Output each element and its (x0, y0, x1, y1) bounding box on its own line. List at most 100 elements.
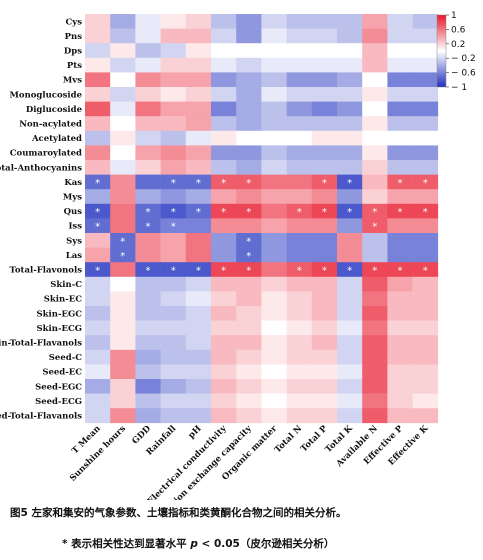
heatmap-cell (160, 101, 187, 117)
heatmap-cell (311, 203, 338, 219)
heatmap-cell (286, 130, 313, 146)
heatmap-cell (311, 28, 338, 44)
heatmap-cell (185, 87, 212, 102)
heatmap-cell (185, 57, 212, 73)
heatmap-cell (311, 291, 338, 307)
colorbar-gradient (436, 14, 447, 88)
correlation-heatmap: * * * * * * * * * * * * * * * * * * * * * * * * * * * * * * * * * * * * * * * *… (0, 11, 476, 500)
heatmap-cell (185, 291, 212, 307)
heatmap-cell (85, 43, 111, 59)
significance-star: * (146, 207, 151, 218)
row-label: Seed-ECG (35, 397, 82, 407)
heatmap-cell (236, 349, 262, 365)
row-label: Seed-Total-Flavanols (0, 412, 82, 422)
heatmap-cell (261, 320, 287, 336)
row-label: Seed-EGC (35, 382, 82, 392)
heatmap-cell (85, 393, 111, 409)
heatmap-cell (311, 116, 338, 132)
significance-star: * (347, 266, 352, 277)
column-label: pH (187, 424, 204, 441)
heatmap-cell (286, 306, 313, 321)
heatmap-cell (412, 379, 439, 394)
heatmap-cell (236, 408, 262, 424)
heatmap-cell (261, 160, 287, 175)
heatmap-cell (211, 306, 237, 321)
heatmap-cell (185, 189, 212, 205)
heatmap-cell (362, 320, 388, 336)
heatmap-cell (236, 28, 262, 44)
row-label: Total-Anthocyanins (0, 163, 82, 173)
note-suffix: < 0.05（皮尔逊相关分析） (197, 538, 335, 550)
heatmap-cell (261, 349, 287, 365)
heatmap-cell (211, 247, 237, 263)
heatmap-cell (110, 233, 136, 248)
row-label: Seed-C (49, 353, 82, 363)
heatmap-cell (311, 349, 338, 365)
heatmap-cell (337, 233, 363, 248)
heatmap-cell (85, 276, 111, 292)
heatmap-cell (362, 130, 388, 146)
heatmap-cell (311, 335, 338, 351)
heatmap-cell (387, 349, 413, 365)
heatmap-cell (362, 43, 388, 59)
significance-star: * (322, 266, 327, 277)
heatmap-cell (135, 379, 161, 394)
heatmap-cell (412, 276, 439, 292)
heatmap-cell (135, 57, 161, 73)
significance-star: * (398, 178, 403, 189)
heatmap-cell (211, 87, 237, 102)
heatmap-cell (362, 408, 388, 424)
heatmap-cell (110, 174, 136, 190)
heatmap-cell (412, 87, 439, 102)
heatmap-cell (286, 262, 313, 278)
heatmap-cell (236, 306, 262, 321)
column-label: Total N (273, 424, 305, 456)
heatmap-cell (85, 130, 111, 146)
heatmap-cell (311, 145, 338, 161)
heatmap-cell (85, 364, 111, 380)
significance-star: * (120, 251, 125, 262)
heatmap-cell (185, 145, 212, 161)
heatmap-cell (412, 174, 439, 190)
heatmap-cell (412, 335, 439, 351)
heatmap-cell (236, 87, 262, 102)
heatmap-cell (387, 233, 413, 248)
heatmap-cell (185, 408, 212, 424)
row-label: Dps (64, 47, 82, 57)
heatmap-cell (211, 233, 237, 248)
heatmap-cell (185, 160, 212, 175)
heatmap-cell (337, 247, 363, 263)
heatmap-cell (362, 28, 388, 44)
heatmap-cell (135, 291, 161, 307)
heatmap-cell (110, 87, 136, 102)
significance-star: * (246, 251, 251, 262)
row-label: Iss (68, 222, 82, 232)
significance-star: * (423, 178, 428, 189)
heatmap-cell (387, 145, 413, 161)
heatmap-cell (236, 276, 262, 292)
heatmap-cell (387, 116, 413, 132)
heatmap-cell (261, 174, 287, 190)
heatmap-cell (387, 291, 413, 307)
heatmap-cell (211, 130, 237, 146)
significance-star: * (423, 207, 428, 218)
row-label: Skin-EC (44, 295, 82, 305)
heatmap-cell (337, 218, 363, 234)
heatmap-cell (362, 393, 388, 409)
heatmap-cell (412, 145, 439, 161)
heatmap-cell (412, 364, 439, 380)
heatmap-cell (286, 101, 313, 117)
heatmap-cell (110, 130, 136, 146)
heatmap-cell (286, 349, 313, 365)
heatmap-cell (160, 393, 187, 409)
heatmap-cell (261, 87, 287, 102)
note-p-symbol: p (190, 538, 198, 550)
heatmap-cell (412, 218, 439, 234)
heatmap-cell (387, 276, 413, 292)
heatmap-cell (362, 364, 388, 380)
heatmap-cell (337, 189, 363, 205)
heatmap-cell (135, 262, 161, 278)
heatmap-cell (261, 262, 287, 278)
heatmap-cell (85, 320, 111, 336)
heatmap-cell (211, 335, 237, 351)
